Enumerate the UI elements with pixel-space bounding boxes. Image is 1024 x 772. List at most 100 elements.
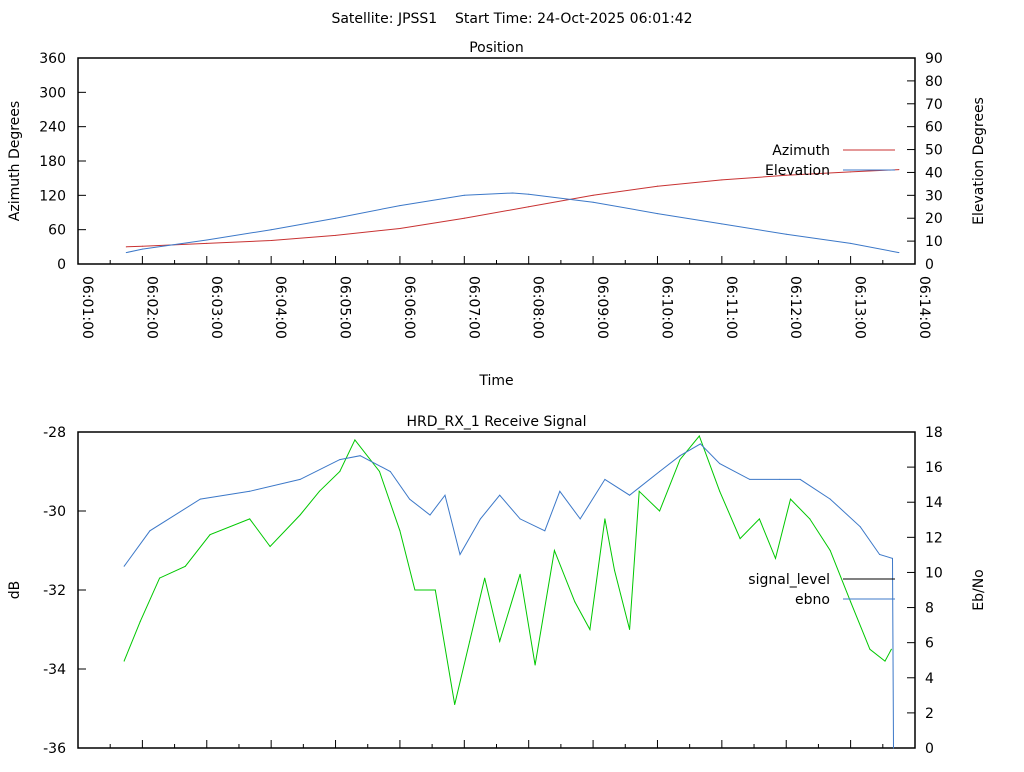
data-point — [850, 601, 852, 603]
y2-tick-label: 8 — [925, 601, 934, 617]
data-point — [656, 185, 658, 187]
series-line-azimuth — [126, 169, 899, 248]
x-axis-label: Time — [478, 373, 513, 389]
data-point — [749, 478, 751, 480]
data-point — [659, 471, 661, 472]
data-point — [721, 223, 723, 225]
y2-tick-label: 0 — [925, 257, 934, 273]
series-line-elevation — [126, 192, 899, 254]
data-point — [123, 660, 125, 662]
data-point — [454, 704, 456, 706]
y2-axis-label: Eb/No — [971, 569, 987, 611]
data-point — [359, 455, 361, 457]
y-tick-label: 60 — [48, 223, 66, 239]
data-point — [479, 518, 481, 520]
data-point — [459, 553, 461, 555]
y2-tick-label: 10 — [925, 565, 943, 581]
data-point — [829, 550, 831, 551]
y-tick-label: -32 — [43, 583, 66, 599]
figure-title: Satellite: JPSS1 Start Time: 24-Oct-2025… — [331, 11, 692, 27]
data-point — [775, 557, 776, 559]
x-tick-label: 06:07:00 — [465, 276, 481, 339]
data-point — [409, 498, 411, 500]
data-point — [719, 490, 721, 492]
data-point — [141, 248, 143, 250]
data-point — [534, 664, 536, 666]
data-point — [699, 443, 701, 445]
data-point — [434, 589, 436, 591]
data-point — [463, 194, 465, 196]
data-point — [125, 252, 127, 254]
data-point — [484, 577, 486, 579]
data-point — [249, 518, 251, 520]
data-point — [614, 569, 616, 571]
x-tick-label: 06:12:00 — [787, 276, 803, 339]
y2-tick-label: 80 — [925, 74, 943, 90]
y2-tick-label: 12 — [925, 530, 943, 546]
legend-label: Elevation — [765, 163, 830, 179]
data-point — [519, 573, 521, 575]
data-point — [559, 490, 561, 492]
data-point — [799, 478, 801, 480]
data-point — [859, 526, 861, 528]
data-point — [758, 518, 760, 520]
data-point — [629, 494, 631, 496]
x-tick-label: 06:01:00 — [79, 276, 95, 339]
y2-tick-label: 40 — [925, 165, 943, 181]
data-point — [444, 494, 446, 496]
data-point — [721, 179, 723, 181]
x-tick-label: 06:10:00 — [658, 276, 674, 339]
data-point — [184, 565, 186, 567]
legend-label: Azimuth — [772, 143, 830, 159]
data-point — [269, 546, 271, 548]
data-point — [469, 640, 471, 642]
data-point — [389, 471, 391, 472]
y-tick-label: 180 — [39, 154, 66, 170]
data-point — [589, 629, 591, 630]
data-point — [159, 577, 161, 579]
data-point — [656, 213, 658, 215]
data-point — [785, 233, 787, 235]
y-axis-label: dB — [7, 581, 23, 600]
data-point — [790, 498, 792, 500]
data-point — [719, 463, 721, 465]
data-point — [123, 565, 125, 567]
y-tick-label: -34 — [43, 662, 66, 678]
data-point — [139, 621, 141, 623]
x-tick-label: 06:05:00 — [337, 276, 353, 339]
data-point — [209, 534, 211, 536]
data-point — [638, 490, 640, 492]
data-point — [879, 553, 881, 555]
y2-tick-label: 16 — [925, 460, 943, 476]
plot-title: Position — [469, 40, 524, 56]
y2-tick-label: 10 — [925, 234, 943, 250]
y2-tick-label: 50 — [925, 143, 943, 159]
data-point — [898, 169, 900, 171]
data-point — [679, 455, 681, 457]
data-point — [463, 217, 465, 219]
data-point — [679, 459, 681, 461]
y-tick-label: -28 — [43, 425, 66, 441]
y2-tick-label: 60 — [925, 120, 943, 136]
y2-tick-label: 20 — [925, 211, 943, 227]
data-point — [779, 478, 781, 480]
data-point — [149, 530, 151, 532]
x-tick-label: 06:06:00 — [401, 276, 417, 339]
data-point — [354, 439, 356, 441]
data-point — [199, 498, 201, 500]
legend-label: ebno — [795, 592, 830, 608]
data-point — [893, 747, 895, 749]
data-point — [574, 601, 576, 603]
data-point — [592, 201, 594, 203]
data-point — [850, 171, 852, 173]
y-axis-label: Azimuth Degrees — [7, 101, 23, 221]
series-line-ebno — [123, 443, 894, 749]
data-point — [898, 252, 900, 254]
x-tick-label: 06:02:00 — [143, 276, 159, 339]
y-tick-label: -30 — [43, 504, 66, 520]
data-point — [739, 538, 741, 540]
x-tick-label: 06:13:00 — [852, 276, 868, 339]
position-plot: Position 0 60 120 180 240 300 360 0 10 20 30 40 50 60 7… — [7, 40, 987, 389]
data-point — [512, 192, 514, 194]
